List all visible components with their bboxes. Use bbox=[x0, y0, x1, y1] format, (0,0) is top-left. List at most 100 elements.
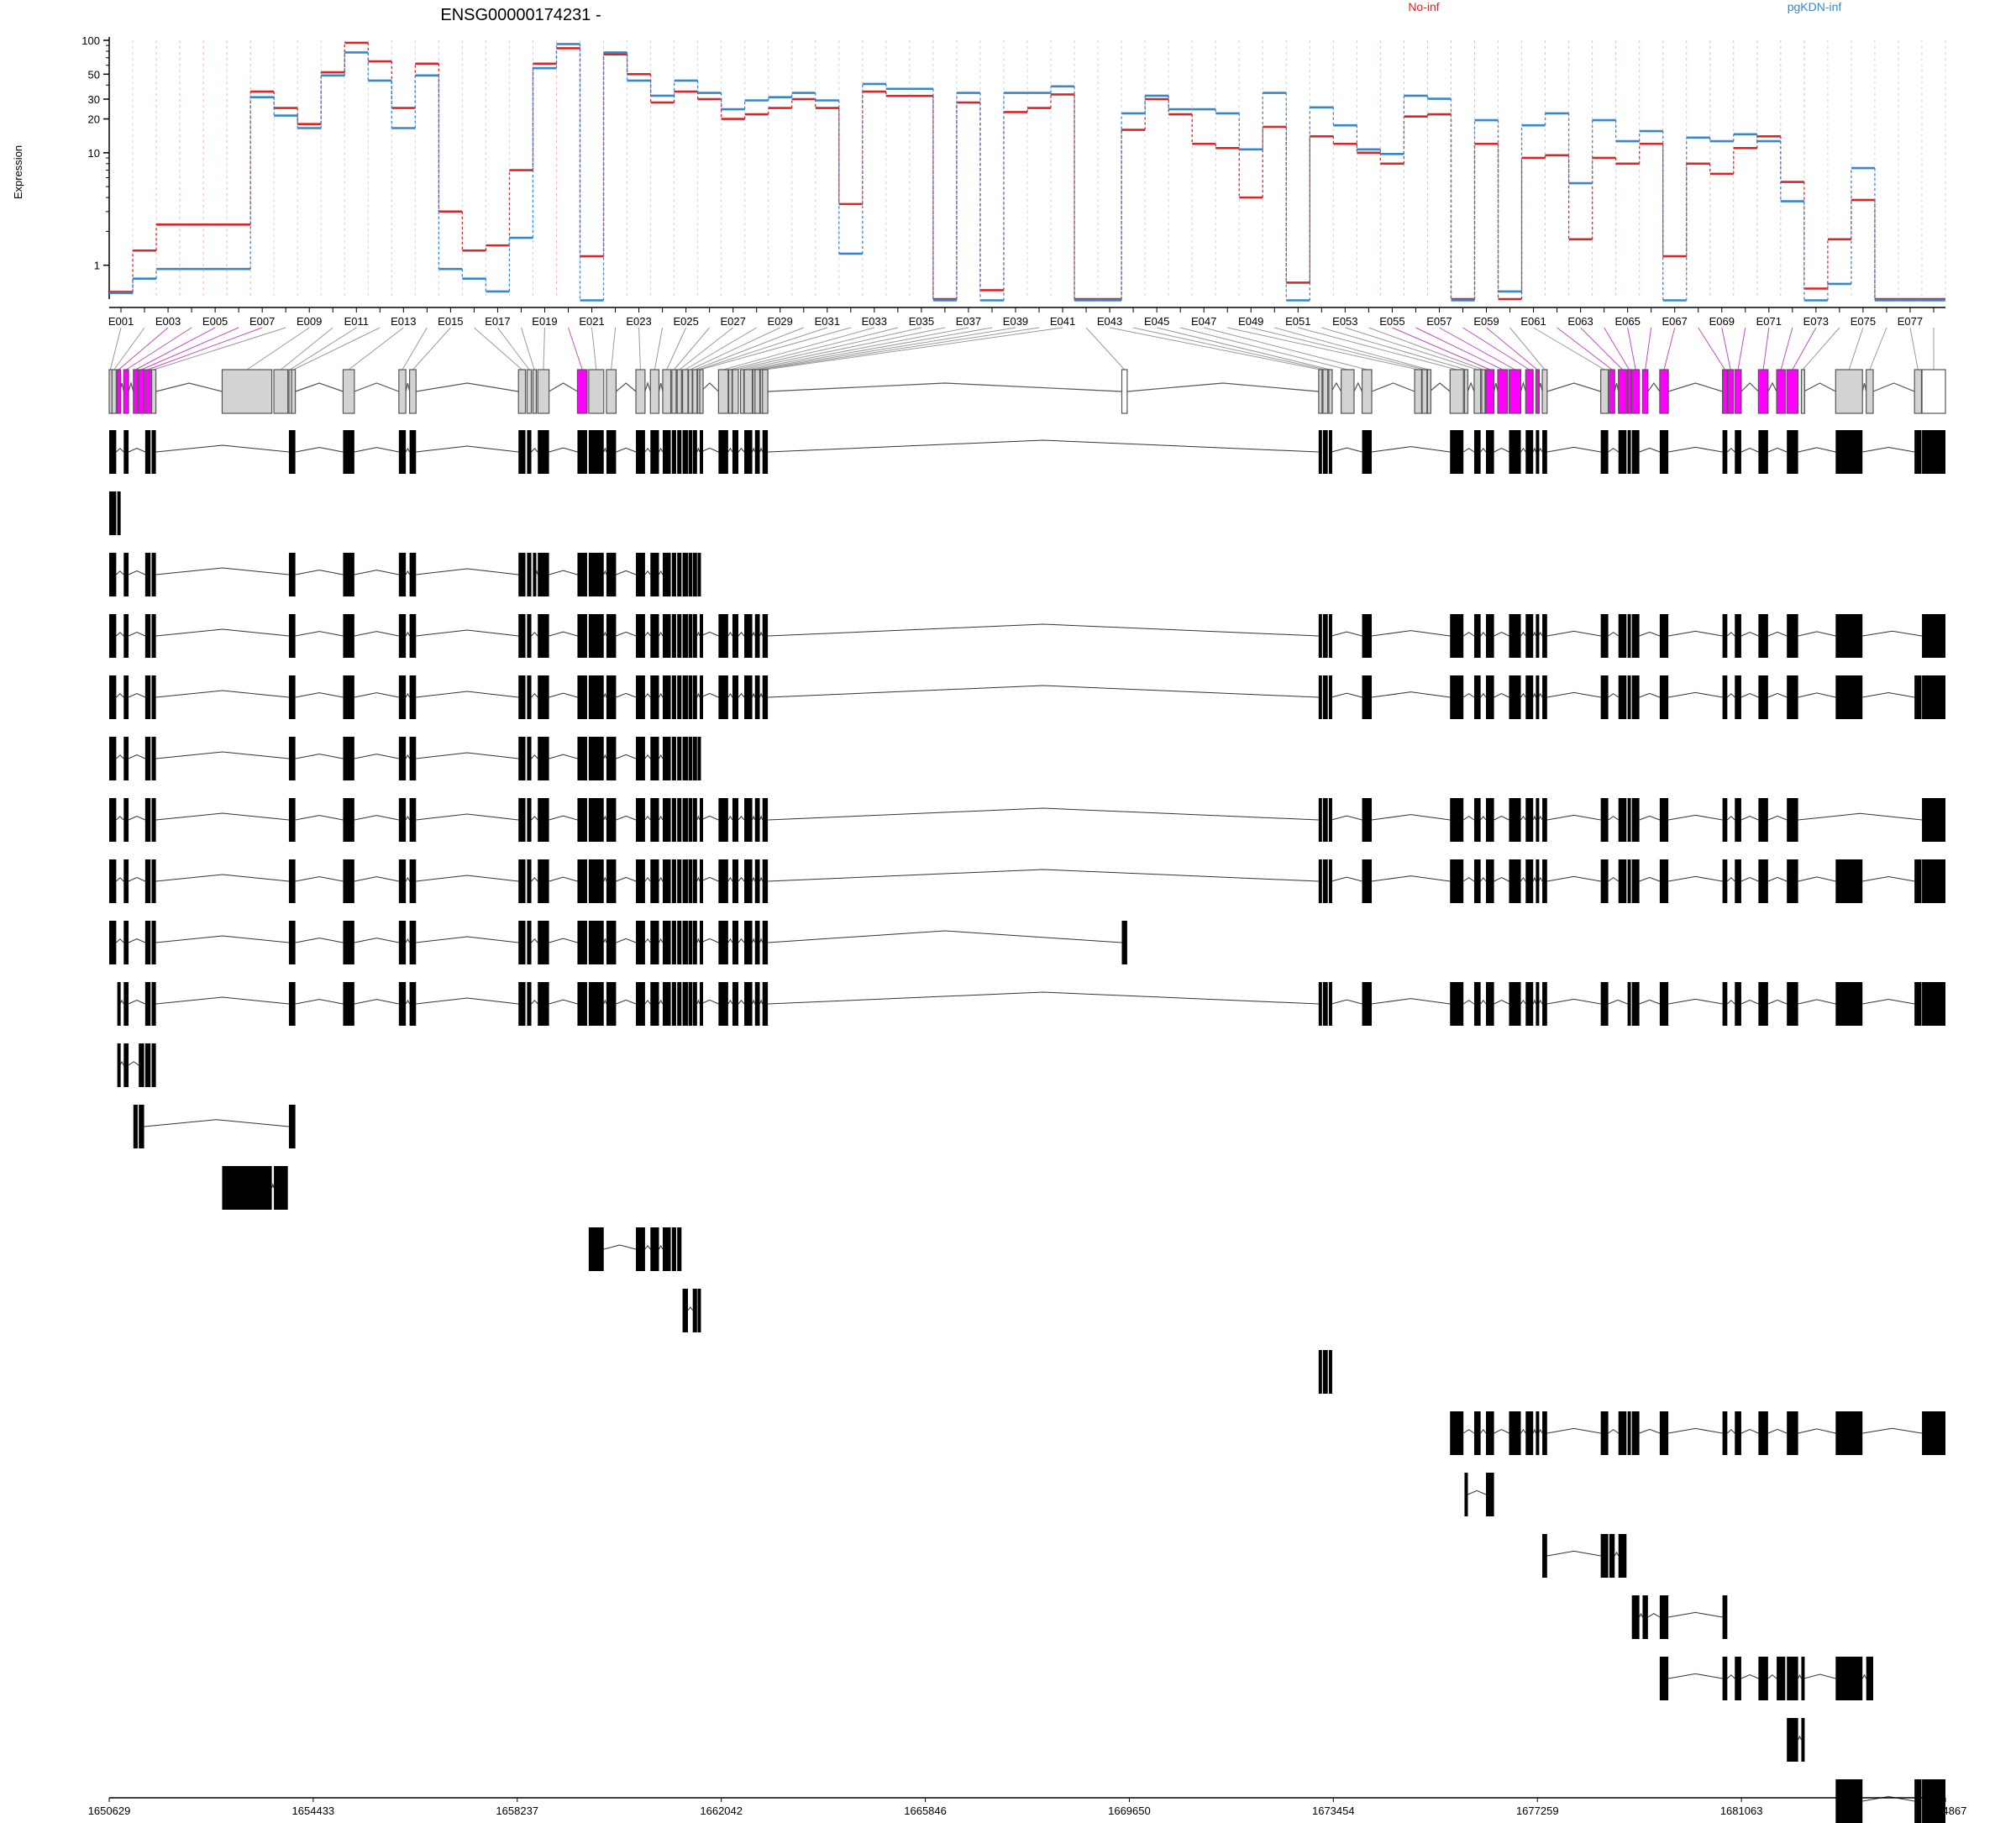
transcript-intron bbox=[354, 815, 399, 821]
transcript-intron bbox=[416, 813, 519, 821]
transcript-exon bbox=[577, 675, 587, 719]
x-tick-label: E031 bbox=[815, 315, 840, 328]
exon-track-block bbox=[1497, 369, 1509, 414]
transcript-intron bbox=[1668, 446, 1723, 453]
transcript-intron bbox=[405, 570, 411, 575]
transcript-exon bbox=[1618, 859, 1627, 903]
transcript-exon bbox=[109, 798, 113, 842]
transcript-exon bbox=[291, 430, 296, 474]
transcript-exon bbox=[677, 859, 682, 903]
transcript-exon bbox=[650, 675, 659, 719]
x-tick-label: E069 bbox=[1709, 315, 1735, 328]
transcript-exon bbox=[1450, 614, 1464, 658]
transcript-exon bbox=[1525, 982, 1534, 1026]
transcript-exon bbox=[288, 798, 292, 842]
exon-track-block bbox=[699, 369, 704, 414]
transcript-exon bbox=[677, 982, 682, 1026]
transcript-exon bbox=[291, 921, 296, 964]
transcript-intron bbox=[1480, 816, 1487, 821]
transcript-exon bbox=[1318, 1350, 1322, 1394]
transcript-exon bbox=[636, 430, 645, 474]
exon-track-block bbox=[1776, 369, 1786, 414]
transcript-intron bbox=[1480, 1429, 1487, 1434]
x-tick-label: E039 bbox=[1003, 315, 1028, 328]
transcript-intron bbox=[1767, 815, 1788, 821]
transcript-exon bbox=[1914, 430, 1922, 474]
transcript-exon bbox=[518, 553, 526, 596]
transcript-exon bbox=[732, 859, 738, 903]
x-tick-label: E013 bbox=[391, 315, 416, 328]
transcript-intron bbox=[644, 1000, 651, 1005]
connector-line bbox=[722, 327, 874, 370]
x-tick-label: E045 bbox=[1144, 315, 1169, 328]
transcript-exon bbox=[343, 614, 354, 658]
transcript-intron bbox=[531, 632, 538, 637]
x-tick-label: E047 bbox=[1191, 315, 1216, 328]
transcript-exon bbox=[1735, 982, 1741, 1026]
transcript-exon bbox=[151, 553, 156, 596]
transcript-exon bbox=[409, 921, 417, 964]
transcript-exon bbox=[1318, 430, 1322, 474]
transcript-exon bbox=[1801, 1657, 1805, 1700]
connector-line bbox=[1721, 327, 1731, 370]
transcript-intron bbox=[752, 631, 756, 637]
transcript-exon bbox=[700, 675, 704, 719]
x-tick-label: E021 bbox=[579, 315, 604, 328]
transcript-exon bbox=[744, 921, 753, 964]
transcript-intron bbox=[549, 692, 578, 698]
transcript-exon bbox=[123, 553, 129, 596]
transcript-exon bbox=[291, 982, 296, 1026]
transcript-exon bbox=[144, 553, 151, 596]
transcript-intron bbox=[1740, 692, 1759, 698]
transcript-intron bbox=[687, 1306, 694, 1311]
transcript-intron bbox=[644, 632, 651, 637]
transcript-exon bbox=[288, 921, 292, 964]
transcript-exon bbox=[697, 1289, 701, 1332]
x-tick-label: E051 bbox=[1285, 315, 1310, 328]
transcript-exon bbox=[1659, 430, 1669, 474]
transcript-exon bbox=[527, 675, 532, 719]
transcript-exon bbox=[527, 921, 532, 964]
transcript-exon bbox=[671, 737, 676, 780]
connector-line bbox=[729, 327, 898, 370]
transcript-intron bbox=[659, 876, 664, 882]
exon-track-block bbox=[123, 369, 129, 414]
transcript-exon bbox=[1722, 614, 1728, 658]
transcript-exon bbox=[762, 614, 769, 658]
transcript-intron bbox=[354, 876, 399, 882]
transcript-exon bbox=[1328, 798, 1332, 842]
transcript-exon bbox=[697, 553, 701, 596]
transcript-exon bbox=[650, 553, 659, 596]
transcript-exon bbox=[291, 798, 296, 842]
transcript-exon bbox=[527, 859, 532, 903]
transcript-exon bbox=[682, 921, 688, 964]
exon-track-intron bbox=[405, 382, 411, 392]
transcript-exon bbox=[1735, 430, 1741, 474]
transcript-intron bbox=[696, 447, 701, 453]
transcript-exon bbox=[700, 798, 704, 842]
x-tick-label: E053 bbox=[1332, 315, 1357, 328]
transcript-exon bbox=[677, 614, 682, 658]
transcript-exon bbox=[1318, 798, 1322, 842]
transcript-exon bbox=[144, 798, 151, 842]
exon-track-block bbox=[1641, 369, 1649, 414]
transcript-exon bbox=[1758, 982, 1768, 1026]
transcript-exon bbox=[1318, 982, 1322, 1026]
exon-track-block bbox=[1541, 369, 1548, 414]
exon-track-block bbox=[1481, 369, 1486, 414]
transcript-intron bbox=[616, 570, 637, 575]
transcript-exon bbox=[1642, 1595, 1648, 1639]
exon-track-block bbox=[1835, 369, 1863, 414]
transcript-intron bbox=[1494, 1428, 1509, 1434]
transcript-exon bbox=[123, 737, 129, 780]
transcript-exon bbox=[1362, 675, 1373, 719]
transcript-exon bbox=[1525, 859, 1534, 903]
transcript-exon bbox=[1835, 1411, 1863, 1455]
transcript-exon bbox=[662, 859, 671, 903]
transcript-exon bbox=[1486, 430, 1494, 474]
exon-track-intron bbox=[1647, 381, 1661, 392]
transcript-exon bbox=[606, 553, 617, 596]
x-tick-label: E073 bbox=[1803, 315, 1829, 328]
transcript-intron bbox=[1494, 876, 1509, 882]
x-tick-label: E027 bbox=[720, 315, 745, 328]
